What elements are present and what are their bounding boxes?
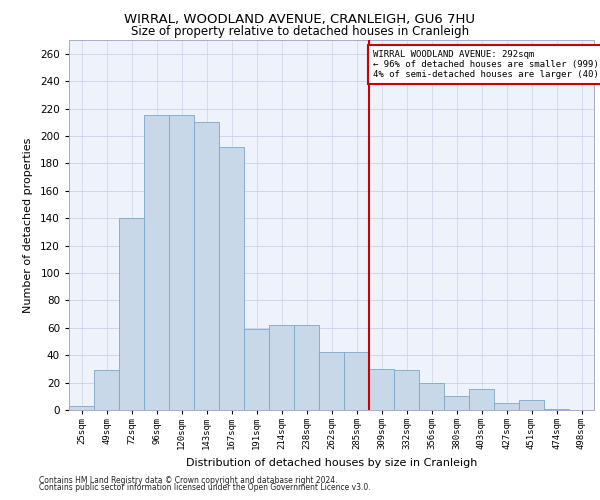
Bar xyxy=(519,400,544,410)
Bar xyxy=(344,352,369,410)
Bar xyxy=(169,116,194,410)
Bar xyxy=(119,218,144,410)
Bar xyxy=(319,352,344,410)
Bar xyxy=(69,406,94,410)
Bar xyxy=(294,325,319,410)
Bar xyxy=(544,408,569,410)
Bar xyxy=(369,369,394,410)
Bar xyxy=(219,147,244,410)
Bar xyxy=(444,396,469,410)
Text: Size of property relative to detached houses in Cranleigh: Size of property relative to detached ho… xyxy=(131,25,469,38)
Y-axis label: Number of detached properties: Number of detached properties xyxy=(23,138,33,312)
Bar xyxy=(419,382,444,410)
Bar xyxy=(194,122,219,410)
Bar xyxy=(494,403,519,410)
Bar xyxy=(244,329,269,410)
Bar xyxy=(94,370,119,410)
Text: Contains HM Land Registry data © Crown copyright and database right 2024.: Contains HM Land Registry data © Crown c… xyxy=(39,476,337,485)
Bar xyxy=(269,325,294,410)
X-axis label: Distribution of detached houses by size in Cranleigh: Distribution of detached houses by size … xyxy=(186,458,477,468)
Bar xyxy=(144,116,169,410)
Text: Contains public sector information licensed under the Open Government Licence v3: Contains public sector information licen… xyxy=(39,483,371,492)
Text: WIRRAL, WOODLAND AVENUE, CRANLEIGH, GU6 7HU: WIRRAL, WOODLAND AVENUE, CRANLEIGH, GU6 … xyxy=(125,12,476,26)
Bar xyxy=(394,370,419,410)
Bar xyxy=(469,390,494,410)
Text: WIRRAL WOODLAND AVENUE: 292sqm
← 96% of detached houses are smaller (999)
4% of : WIRRAL WOODLAND AVENUE: 292sqm ← 96% of … xyxy=(373,50,600,80)
